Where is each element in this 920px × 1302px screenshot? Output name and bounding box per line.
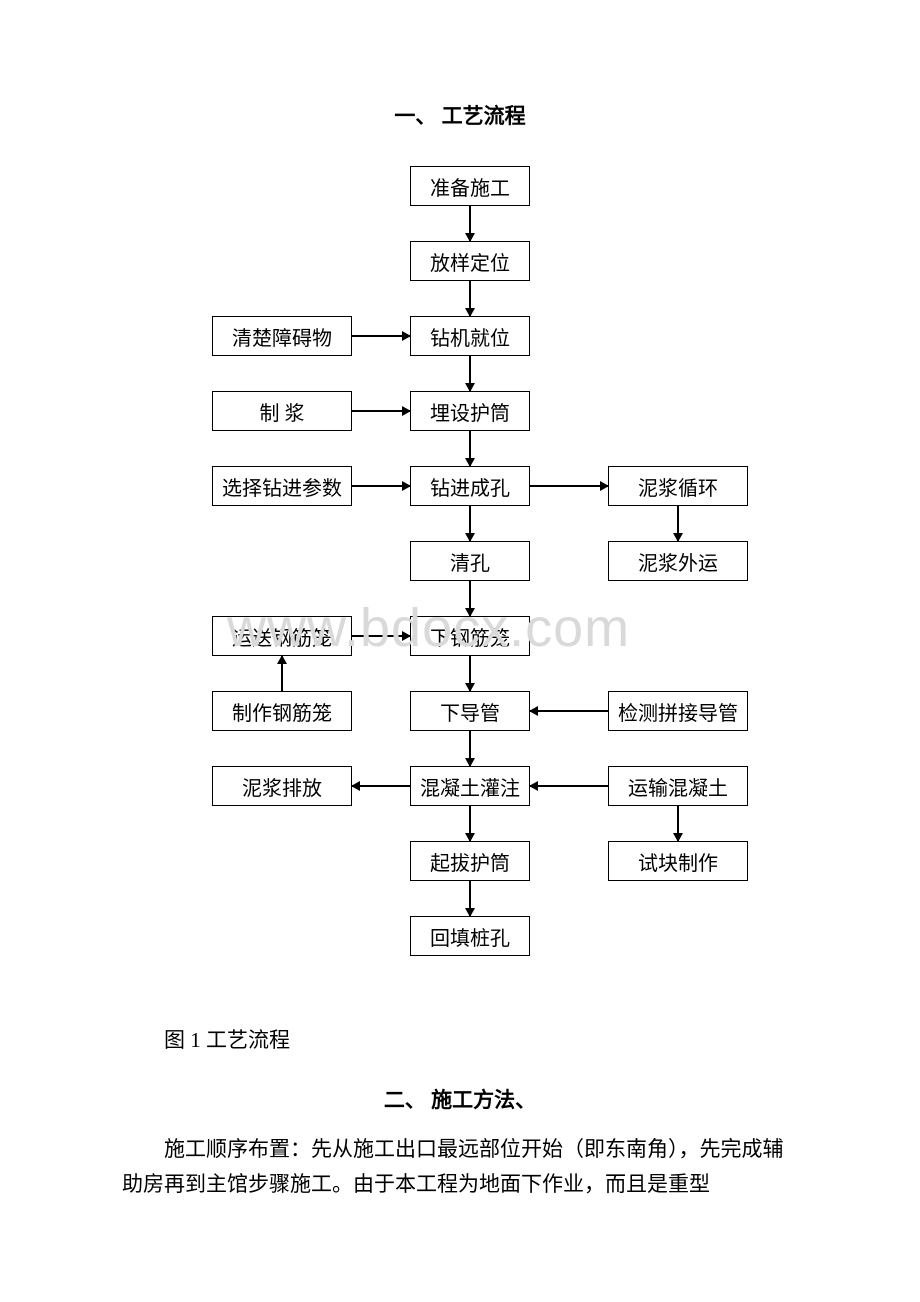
node-clean: 清孔 xyxy=(410,541,530,581)
node-drillpos: 钻机就位 xyxy=(410,316,530,356)
arrow xyxy=(469,206,471,241)
node-params: 选择钻进参数 xyxy=(212,466,352,506)
arrow xyxy=(469,656,471,691)
node-casing: 埋设护筒 xyxy=(410,391,530,431)
arrow xyxy=(469,281,471,316)
arrow xyxy=(469,881,471,916)
body-paragraph: 施工顺序布置：先从施工出口最远部位开始（即东南角），先完成辅助房再到主馆步骤施工… xyxy=(122,1132,798,1203)
node-transport: 运输混凝土 xyxy=(608,766,748,806)
node-cagein: 下钢筋笼 xyxy=(410,616,530,656)
node-mudout: 泥浆外运 xyxy=(608,541,748,581)
node-pull: 起拔护筒 xyxy=(410,841,530,881)
node-prep: 准备施工 xyxy=(410,166,530,206)
arrow xyxy=(469,506,471,541)
arrow xyxy=(281,656,283,691)
node-tube: 下导管 xyxy=(410,691,530,731)
node-tubecheck: 检测拼接导管 xyxy=(608,691,748,731)
node-mudcycle: 泥浆循环 xyxy=(608,466,748,506)
arrow xyxy=(677,506,679,541)
arrow xyxy=(469,731,471,766)
arrow xyxy=(469,431,471,466)
arrow xyxy=(352,335,410,337)
page: 一、 工艺流程 www.bdocx.com 准备施工放样定位清楚障碍物钻机就位制… xyxy=(0,0,920,1283)
node-drill: 钻进成孔 xyxy=(410,466,530,506)
arrow xyxy=(530,785,608,787)
node-pour: 混凝土灌注 xyxy=(410,766,530,806)
arrow xyxy=(469,581,471,616)
figure-caption: 图 1 工艺流程 xyxy=(122,1024,798,1054)
arrow xyxy=(677,806,679,841)
arrow xyxy=(530,710,608,712)
arrow xyxy=(352,485,410,487)
arrow xyxy=(352,635,410,637)
node-slurry: 制 浆 xyxy=(212,391,352,431)
node-obstacle: 清楚障碍物 xyxy=(212,316,352,356)
arrow xyxy=(352,785,410,787)
heading-1: 一、 工艺流程 xyxy=(122,100,798,130)
arrow xyxy=(352,410,410,412)
node-backfill: 回填桩孔 xyxy=(410,916,530,956)
node-cagemake: 制作钢筋笼 xyxy=(212,691,352,731)
arrow xyxy=(469,806,471,841)
node-muddisch: 泥浆排放 xyxy=(212,766,352,806)
node-stake: 放样定位 xyxy=(410,241,530,281)
node-cagedel: 运送钢筋笼 xyxy=(212,616,352,656)
arrow xyxy=(469,356,471,391)
arrow xyxy=(530,485,608,487)
heading-2: 二、 施工方法、 xyxy=(122,1084,798,1114)
flowchart: www.bdocx.com 准备施工放样定位清楚障碍物钻机就位制 浆埋设护筒选择… xyxy=(122,160,798,990)
node-block: 试块制作 xyxy=(608,841,748,881)
